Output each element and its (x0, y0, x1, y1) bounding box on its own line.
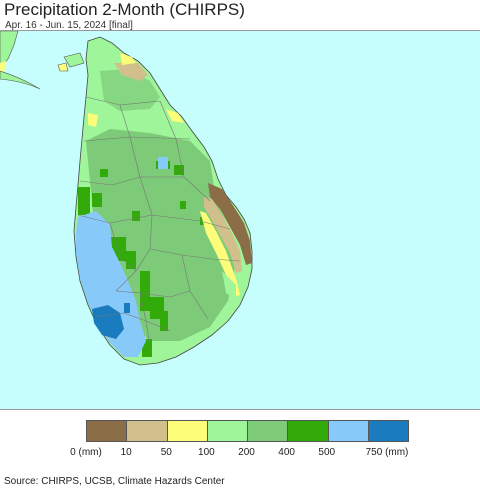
zone-50-100-north (120, 53, 136, 65)
zone-50-100-east (200, 211, 240, 297)
legend-label: 50 (160, 447, 172, 458)
legend-swatch (327, 421, 368, 441)
source-credit: Source: CHIRPS, UCSB, Climate Hazards Ce… (4, 476, 225, 487)
legend-labels: 0 (mm) 10 50 100 200 400 500 750 (mm) (0, 447, 480, 461)
zone-500-750 (158, 157, 168, 169)
legend-label: 400 (278, 447, 295, 458)
zone-500-750 (76, 211, 146, 357)
zone-50-100-northeast (166, 109, 184, 123)
legend-swatch (126, 421, 167, 441)
legend-swatch (247, 421, 288, 441)
legend-label: 200 (238, 447, 255, 458)
legend-colorbar (86, 420, 409, 442)
map-subtitle: Apr. 16 - Jun. 15, 2024 [final] (5, 20, 133, 31)
zone-10-50-east (204, 197, 242, 273)
jaffna-island (63, 52, 85, 68)
zone-100-200-east (222, 271, 236, 301)
jaffna-island (57, 62, 69, 72)
zone-750-plus (124, 303, 130, 313)
legend-swatch (87, 421, 127, 441)
legend-swatch (287, 421, 328, 441)
legend-label: 0 (mm) (70, 447, 102, 458)
legend-swatch (206, 421, 247, 441)
precipitation-map (0, 31, 480, 409)
india-peninsula-tip (0, 70, 41, 90)
legend-label: 500 (318, 447, 336, 458)
legend-label: 10 (120, 447, 132, 458)
map-title: Precipitation 2-Month (CHIRPS) (4, 0, 245, 19)
map-area (0, 30, 480, 410)
legend-swatch (367, 421, 408, 441)
legend-swatch (166, 421, 207, 441)
india-coast (0, 31, 19, 70)
legend-label: 750 (mm) (365, 447, 409, 458)
legend-label: 100 (198, 447, 215, 458)
zone-100-200-north (100, 69, 160, 111)
zone-750-plus (92, 305, 124, 339)
zone-0-10-east (208, 183, 252, 265)
district-boundaries (77, 96, 241, 348)
zone-50-100-northwest (88, 113, 98, 127)
zone-10-50-north (114, 63, 148, 81)
